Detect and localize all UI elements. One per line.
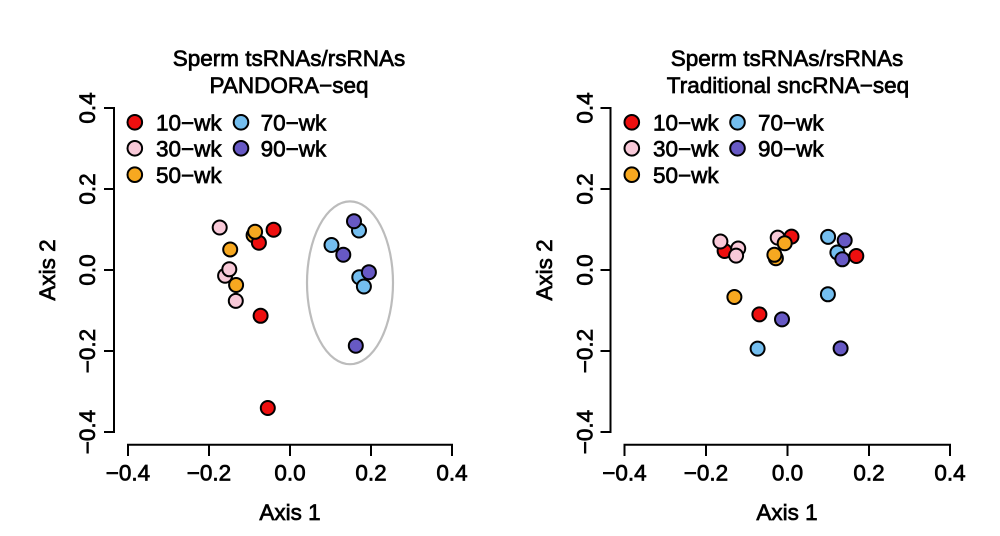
svg-text:30−wk: 30−wk <box>653 137 719 162</box>
svg-text:0.2: 0.2 <box>75 173 100 204</box>
svg-text:0.0: 0.0 <box>573 254 598 285</box>
svg-text:0.4: 0.4 <box>934 461 965 486</box>
svg-text:90−wk: 90−wk <box>758 137 824 162</box>
svg-text:−0.2: −0.2 <box>187 461 231 486</box>
svg-text:−0.2: −0.2 <box>684 461 728 486</box>
svg-text:50−wk: 50−wk <box>156 163 222 188</box>
svg-text:−0.4: −0.4 <box>75 410 100 454</box>
svg-text:−0.2: −0.2 <box>573 329 598 373</box>
svg-text:Axis 2: Axis 2 <box>35 239 60 300</box>
svg-text:−0.4: −0.4 <box>573 410 598 454</box>
svg-text:Traditional sncRNA−seq: Traditional sncRNA−seq <box>667 73 909 98</box>
svg-text:Axis 2: Axis 2 <box>532 239 557 300</box>
svg-text:Sperm tsRNAs/rsRNAs: Sperm tsRNAs/rsRNAs <box>671 46 904 71</box>
svg-text:Axis 1: Axis 1 <box>756 500 817 525</box>
svg-text:0.2: 0.2 <box>355 461 386 486</box>
svg-text:−0.4: −0.4 <box>602 461 646 486</box>
svg-text:Axis 1: Axis 1 <box>259 500 320 525</box>
svg-text:70−wk: 70−wk <box>261 111 327 136</box>
svg-text:−0.2: −0.2 <box>75 329 100 373</box>
svg-text:0.2: 0.2 <box>853 461 884 486</box>
svg-text:30−wk: 30−wk <box>156 137 222 162</box>
svg-text:10−wk: 10−wk <box>156 111 222 136</box>
svg-text:0.0: 0.0 <box>274 461 305 486</box>
svg-text:0.0: 0.0 <box>75 254 100 285</box>
svg-text:10−wk: 10−wk <box>653 111 719 136</box>
svg-text:−0.4: −0.4 <box>106 461 150 486</box>
svg-text:0.0: 0.0 <box>772 461 803 486</box>
svg-text:70−wk: 70−wk <box>758 111 824 136</box>
svg-text:PANDORA−seq: PANDORA−seq <box>209 73 368 98</box>
svg-text:0.4: 0.4 <box>436 461 467 486</box>
svg-text:0.4: 0.4 <box>75 92 100 123</box>
svg-text:50−wk: 50−wk <box>653 163 719 188</box>
svg-text:Sperm tsRNAs/rsRNAs: Sperm tsRNAs/rsRNAs <box>173 46 406 71</box>
svg-text:90−wk: 90−wk <box>261 137 327 162</box>
svg-text:0.4: 0.4 <box>573 92 598 123</box>
svg-text:0.2: 0.2 <box>573 173 598 204</box>
